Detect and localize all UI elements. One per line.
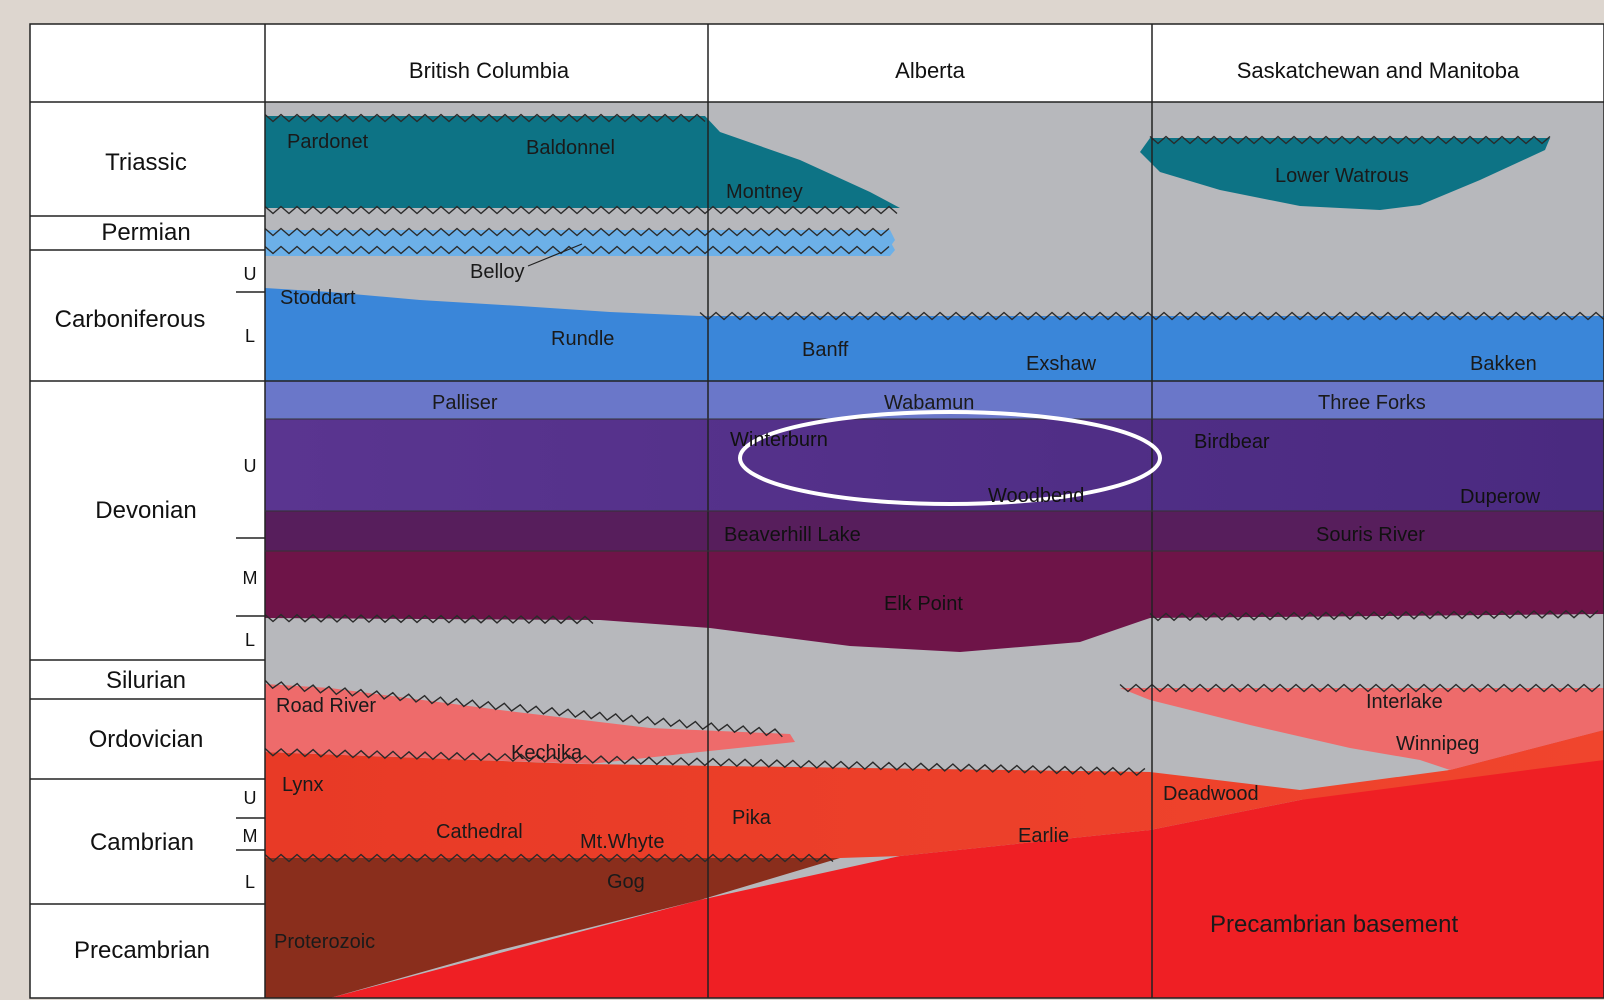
unconformity-zigzag [264,227,890,237]
unconformity-zigzag [1119,683,1601,693]
label-deadwood: Deadwood [1163,783,1259,805]
label-pika: Pika [732,807,772,829]
label-road-river: Road River [276,695,376,717]
label-lower-watrous: Lower Watrous [1275,165,1409,187]
cambrian-lower: L [245,872,255,892]
label-winterburn: Winterburn [730,429,828,451]
label-cathedral: Cathedral [436,821,523,843]
label-birdbear: Birdbear [1194,431,1270,453]
label-winnipeg: Winnipeg [1396,733,1479,755]
label-baldonnel: Baldonnel [526,137,615,159]
period-permian: Permian [101,219,190,246]
carboniferous-upper: U [244,264,257,284]
label-rundle: Rundle [551,328,614,350]
label-interlake: Interlake [1366,691,1443,713]
label-gog: Gog [607,871,645,893]
devonian-upper: U [244,456,257,476]
unconformity-zigzag [264,205,898,215]
label-kechika: Kechika [511,742,583,764]
column-header-saskatchewan-manitoba: Saskatchewan and Manitoba [1237,58,1520,83]
label-bakken: Bakken [1470,353,1537,375]
period-silurian: Silurian [106,667,186,694]
label-woodbend: Woodbend [988,485,1084,507]
unconformity-zigzag [264,680,783,738]
belloy-leader-line [527,243,583,267]
label-duperow: Duperow [1460,486,1541,508]
period-triassic: Triassic [105,149,187,176]
label-belloy: Belloy [470,261,524,283]
label-earlie: Earlie [1018,825,1069,847]
period-cambrian: Cambrian [90,829,194,856]
period-precambrian: Precambrian [74,937,210,964]
devonian-middle: M [243,568,258,588]
label-beaverhill-lake: Beaverhill Lake [724,524,861,546]
precambrian-basement-layer [330,730,1604,998]
label-lynx: Lynx [282,774,324,796]
column-header-british-columbia: British Columbia [409,58,570,83]
unconformity-zigzag [264,245,890,255]
rundle-layer [265,288,1604,381]
label-three-forks: Three Forks [1318,392,1426,414]
grid-lines [29,23,1604,999]
proterozoic-layer [265,858,840,998]
label-palliser: Palliser [432,392,498,414]
period-devonian: Devonian [95,497,196,524]
cambrian-upper: U [244,788,257,808]
label-mt-whyte: Mt.Whyte [580,831,664,853]
label-exshaw: Exshaw [1026,353,1097,375]
label-precambrian-basement: Precambrian basement [1210,911,1458,938]
label-wabamun: Wabamun [884,392,974,414]
triassic-layer-west [265,116,900,208]
label-souris-river: Souris River [1316,524,1425,546]
unconformity-zigzag [264,853,834,863]
unconformity-zigzag [1149,135,1551,145]
lower-watrous-layer [1140,138,1550,210]
cambrian-middle: M [243,826,258,846]
interlake-layer [1120,688,1604,770]
label-montney: Montney [726,181,803,203]
highlight-ellipse [738,410,1162,506]
road-river-layer [265,684,795,764]
unconformity-zigzag [264,747,1146,777]
period-ordovician: Ordovician [89,726,204,753]
unconformity-zigzag [264,613,594,625]
beaverhill-lake-layer [265,511,1604,551]
elk-point-layer [265,551,1604,652]
unconformity-zigzag [264,113,706,123]
label-stoddart: Stoddart [280,287,356,309]
upper-devonian-layer [265,419,1604,511]
label-banff: Banff [802,339,849,361]
period-carboniferous: Carboniferous [55,306,206,333]
column-header-alberta: Alberta [895,58,965,83]
label-proterozoic: Proterozoic [274,931,375,953]
carboniferous-lower: L [245,326,255,346]
devonian-lower: L [245,630,255,650]
unconformity-zigzag [1149,609,1599,622]
cambrian-layer [265,730,1604,858]
label-elk-point: Elk Point [884,593,963,615]
label-pardonet: Pardonet [287,131,369,153]
